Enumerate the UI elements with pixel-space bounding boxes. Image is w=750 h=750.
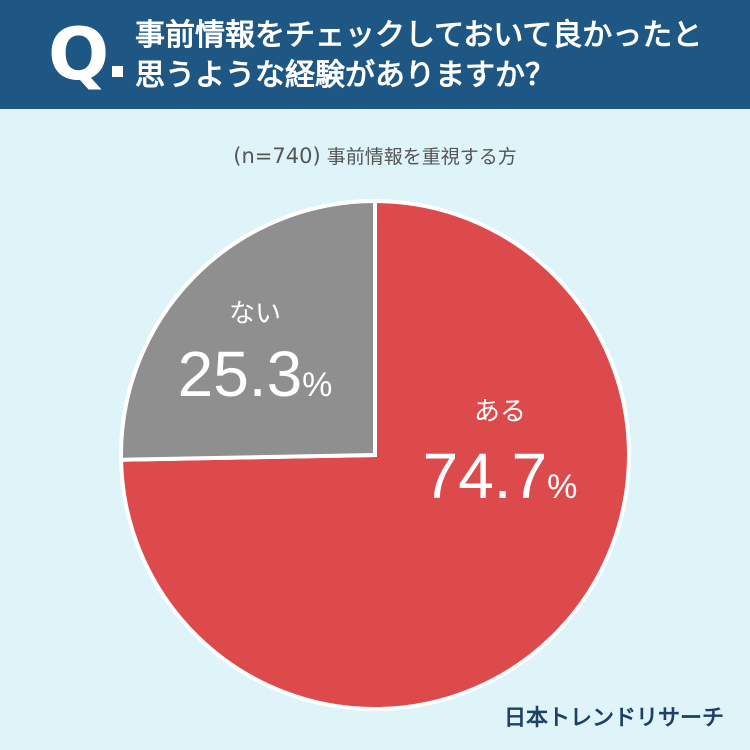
slice-value-no: 25.3% <box>178 338 333 410</box>
question-banner: Q 事前情報をチェックしておいて良かったと 思うような経験がありますか？ <box>0 0 750 109</box>
question-line-2: 思うような経験がありますか？ <box>135 58 555 93</box>
question-text: 事前情報をチェックしておいて良かったと 思うような経験がありますか？ <box>135 16 735 96</box>
question-mark: Q <box>48 12 110 96</box>
chart-subtitle: (n=740) 事前情報を重視する方 <box>0 142 750 169</box>
question-line-1: 事前情報をチェックしておいて良かったと <box>135 18 703 53</box>
question-mark-dot <box>112 66 123 77</box>
slice-label-no: ない <box>229 299 281 329</box>
sample-size: (n=740) <box>233 144 321 168</box>
respondent-group: 事前情報を重視する方 <box>326 146 517 168</box>
pie-slice-no <box>119 198 377 462</box>
slice-value-yes: 74.7% <box>423 440 578 512</box>
slice-label-yes: ある <box>474 397 526 427</box>
brand-logo: 日本トレンドリサーチ <box>503 706 724 731</box>
